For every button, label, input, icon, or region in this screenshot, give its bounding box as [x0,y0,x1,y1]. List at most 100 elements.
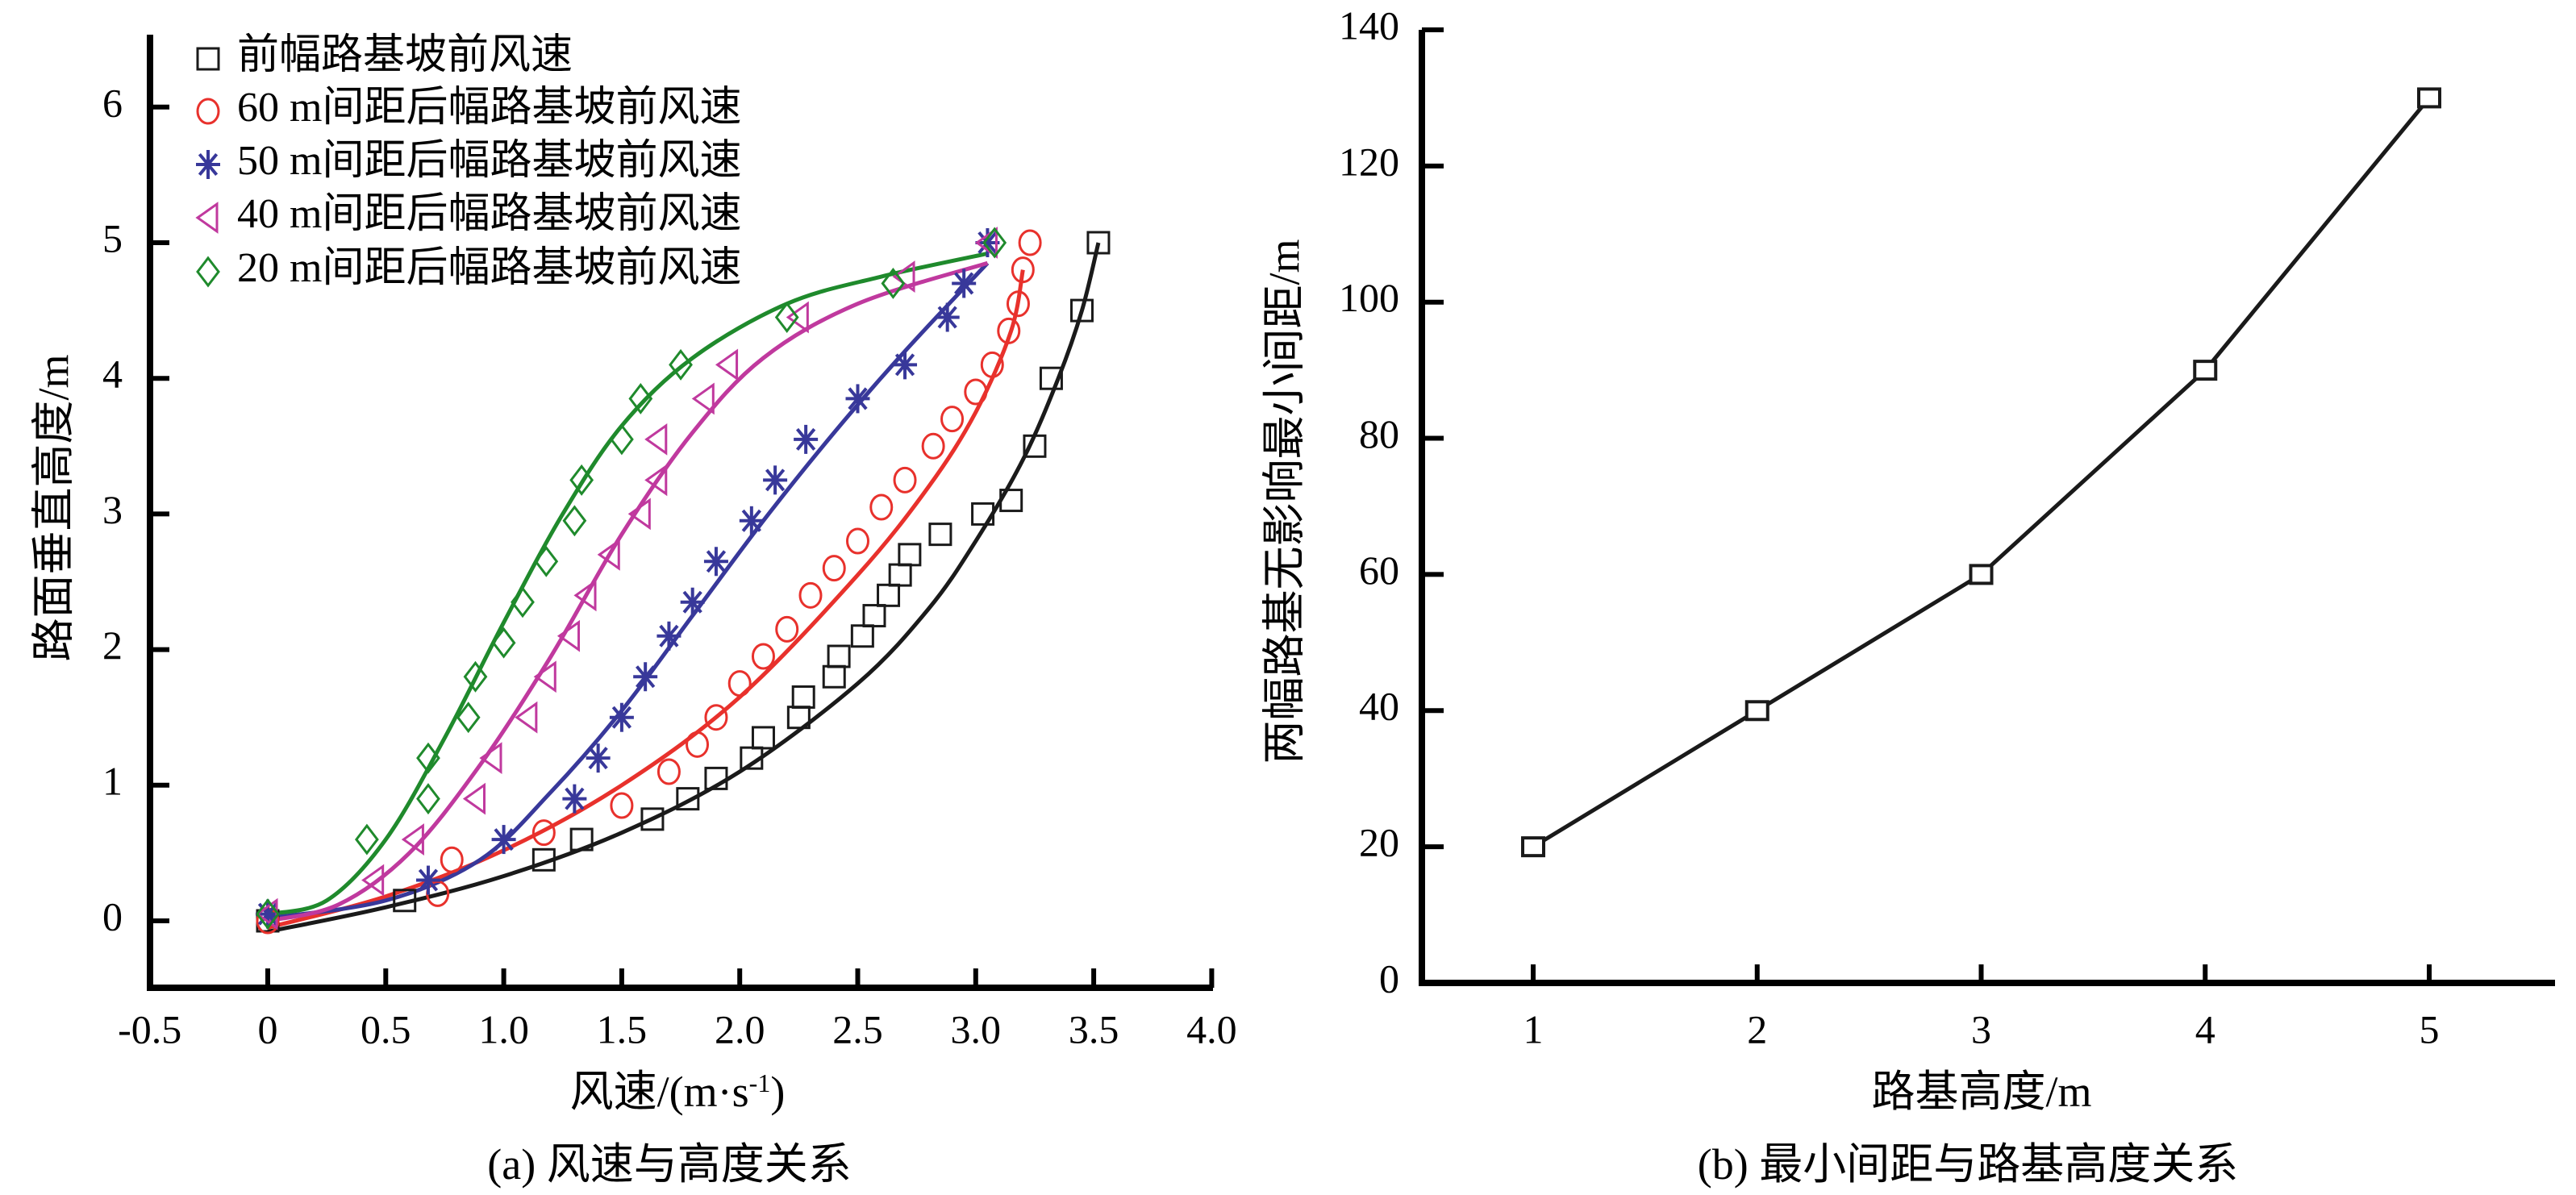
y-tick-label: 0 [1379,956,1399,1001]
data-point-series-1 [686,731,710,758]
data-point-series-0 [1069,298,1094,323]
x-tick-label: 3.0 [951,1006,1002,1051]
panel-a-fit-curves [267,242,1101,934]
data-point-series-2 [763,465,788,495]
data-point-series-0 [1039,366,1063,390]
data-point-series-0 [393,889,417,913]
data-point-series-1 [1018,229,1042,256]
x-tick-label: 2.5 [832,1006,883,1051]
data-point-series-1 [775,615,799,643]
data-point-series-2 [415,865,440,895]
data-point-series-0 [898,543,922,567]
data-point-series-3 [479,742,502,775]
x-tick-label: 4.0 [1186,1006,1237,1051]
y-tick-label: 100 [1339,275,1399,320]
y-tick-label: 2 [102,622,123,668]
line-series-0 [1532,96,2431,849]
data-point-series-2 [680,587,705,617]
data-point-series-4 [416,742,440,774]
data-point-series-0 [1023,434,1047,458]
data-point-series-3 [627,498,651,531]
data-point-series-1 [964,378,988,406]
data-point-series-4 [562,505,587,537]
data-point-series-4 [416,783,440,815]
data-point [2193,360,2218,381]
data-point-series-1 [727,670,752,697]
legend-marker [196,98,220,125]
data-point-series-2 [633,662,658,692]
data-point-series-4 [355,823,379,856]
data-point-series-3 [691,382,715,415]
data-point-series-3 [644,423,668,456]
data-point-series-4 [610,423,634,456]
data-point-series-4 [569,464,594,496]
data-point-series-4 [881,267,906,299]
data-point-series-1 [531,819,556,847]
data-point-series-2 [975,228,1000,257]
legend-label: 60 m间距后幅路基坡前风速 [237,85,741,131]
data-point-series-0 [704,766,728,790]
legend-item: 40 m间距后幅路基坡前风速 [195,191,741,237]
data-point-series-3 [401,823,424,856]
fit-curve-series-2 [267,261,990,921]
legend-marker [196,150,220,179]
x-tick-label: -0.5 [118,1006,181,1051]
data-point-series-1 [869,493,894,521]
data-point-series-2 [893,350,918,380]
data-point-series-1 [822,555,846,582]
panel-a-y-ticks: 0 1 2 3 4 5 6 [102,80,169,939]
data-point-series-0 [740,746,764,770]
data-point-series-0 [999,489,1023,513]
data-point [1744,700,1769,722]
data-point-series-1 [940,406,965,433]
data-point-series-0 [877,583,901,607]
data-point-series-2 [845,384,870,414]
x-tick-label: 0.5 [361,1006,411,1051]
data-point-series-3 [573,579,597,612]
fit-curve-series-0 [267,242,1101,934]
x-tick-label: 2.0 [715,1006,765,1051]
data-point-series-1 [1011,256,1035,284]
data-point-series-0 [971,502,995,526]
data-point-series-0 [822,664,846,689]
y-tick-label: 4 [102,352,123,397]
data-point-series-0 [888,563,912,587]
panel-b-y-axis-title: 两幅路基无影响最小间距/m [1260,239,1308,764]
panel-a-legend: 前幅路基坡前风速 60 m间距后幅路基坡前风速 50 m间距后幅路基坡前风速 40 m… [195,32,741,291]
data-point-series-0 [928,523,952,547]
data-point-series-1 [846,527,869,555]
data-point-series-3 [556,619,581,652]
data-point [1521,836,1545,858]
data-point-series-1 [751,643,775,670]
y-tick-label: 20 [1359,820,1399,865]
data-point-series-1 [798,581,823,609]
data-point-series-2 [562,784,587,814]
data-point-series-0 [1086,231,1111,255]
x-tick-label: 3.5 [1069,1006,1119,1051]
fit-curve-series-4 [267,252,988,917]
y-tick-label: 80 [1359,411,1399,456]
legend-label: 50 m间距后幅路基坡前风速 [237,138,741,184]
y-tick-label: 120 [1339,139,1399,184]
data-point-series-1 [440,846,464,873]
legend-label: 20 m间距后幅路基坡前风速 [237,245,741,291]
y-tick-label: 5 [102,215,123,260]
x-tick-label: 1 [1524,1006,1544,1051]
data-point-series-4 [534,545,559,577]
data-point-series-1 [657,758,681,785]
data-point-series-3 [644,464,668,497]
panel-a-x-axis-title: 风速/(m·s-1) [570,1068,786,1116]
data-point-series-2 [935,302,960,332]
data-point [1969,564,1994,585]
data-point-series-2 [586,743,611,773]
legend-item: 60 m间距后幅路基坡前风速 [196,85,741,131]
fit-curve-series-3 [267,260,989,923]
data-point-series-2 [491,825,516,855]
y-tick-label: 60 [1359,548,1399,593]
data-point-series-1 [921,432,945,460]
legend-label: 前幅路基坡前风速 [237,32,573,78]
data-point-series-0 [862,604,886,628]
data-point-series-3 [974,227,998,259]
panel-b-min-spacing-vs-height: 0 20 40 60 80 100 120 140 1 2 3 4 5 两幅路基无影响最小间距/m 路… [1260,2,2555,1189]
